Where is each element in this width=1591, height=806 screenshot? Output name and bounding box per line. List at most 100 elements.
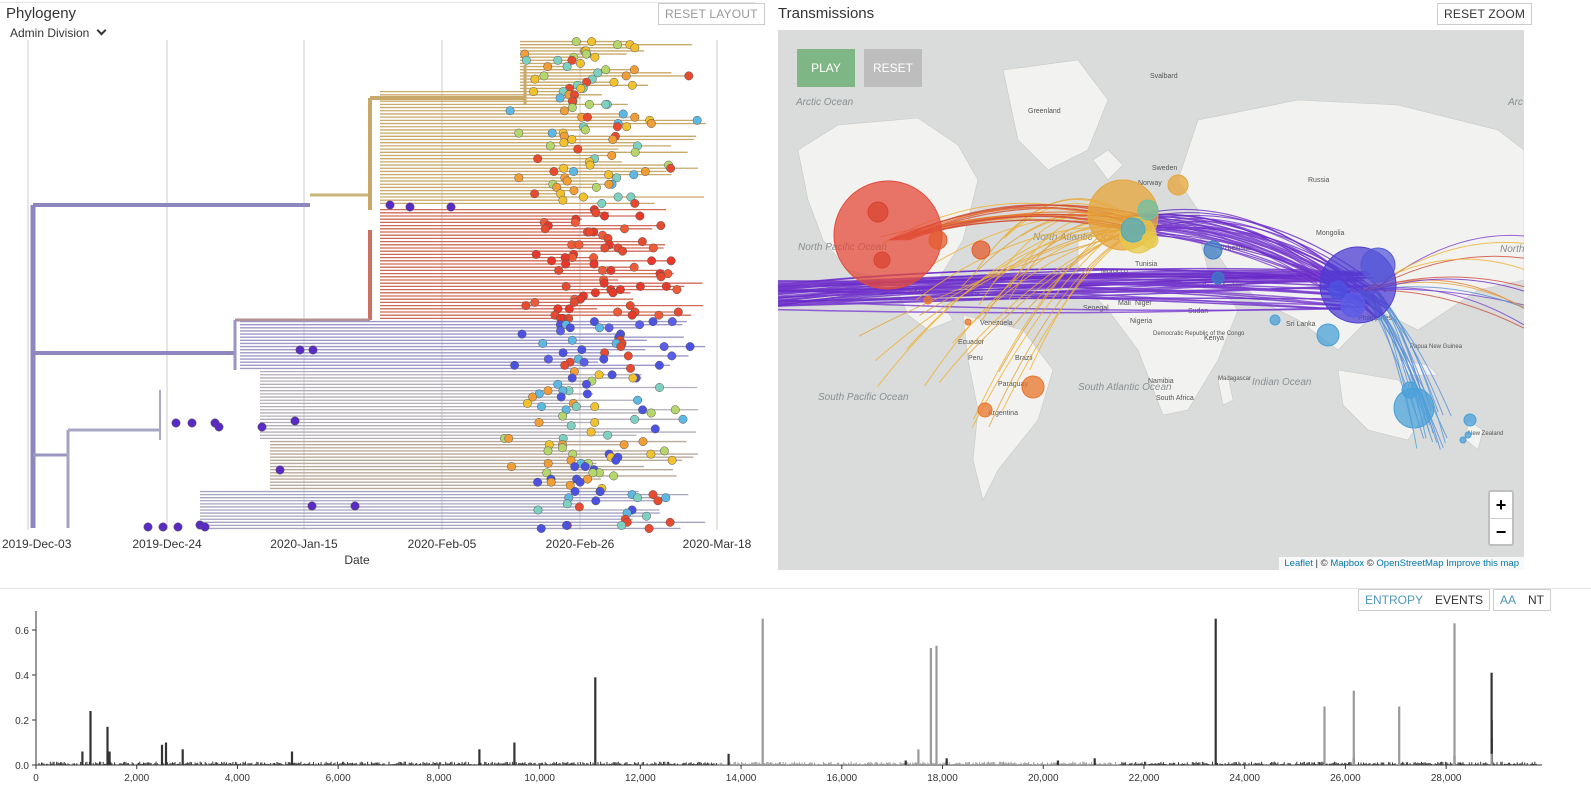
tree-tip[interactable] [612, 122, 622, 132]
tree-tip[interactable] [648, 490, 658, 500]
tree-tip[interactable] [583, 112, 592, 122]
tree-tip[interactable] [566, 421, 576, 431]
mapbox-link[interactable]: Mapbox [1330, 558, 1365, 569]
tree-tip[interactable] [653, 496, 663, 506]
tree-tip[interactable] [554, 265, 564, 275]
tree-tip[interactable] [633, 493, 643, 503]
tree-tip[interactable] [585, 227, 595, 237]
location-circle[interactable] [1167, 174, 1189, 196]
tree-tip[interactable] [574, 240, 584, 250]
tree-tip[interactable] [609, 77, 619, 87]
tree-tip[interactable] [257, 422, 267, 432]
tree-tip[interactable] [542, 468, 552, 478]
tree-tip[interactable] [561, 281, 571, 291]
tree-tip[interactable] [607, 370, 617, 380]
tree-tip[interactable] [666, 256, 676, 266]
osm-link[interactable]: OpenStreetMap [1376, 558, 1444, 569]
tree-tip[interactable] [552, 182, 562, 192]
tree-tip[interactable] [594, 370, 604, 380]
tree-tip[interactable] [158, 522, 168, 532]
tree-tip[interactable] [556, 392, 566, 402]
tree-tip[interactable] [522, 398, 532, 408]
tree-tip[interactable] [505, 106, 515, 116]
tree-tip[interactable] [637, 237, 647, 247]
tree-tip[interactable] [504, 433, 514, 443]
tree-tip[interactable] [646, 449, 656, 459]
tree-tip[interactable] [593, 68, 603, 78]
tree-tip[interactable] [620, 224, 629, 234]
tree-tip[interactable] [562, 520, 571, 530]
tree-tip[interactable] [543, 446, 553, 456]
tree-tip[interactable] [581, 49, 591, 59]
tree-tip[interactable] [143, 522, 153, 532]
tree-tip[interactable] [385, 200, 395, 210]
tree-tip[interactable] [623, 351, 633, 361]
location-circles[interactable] [833, 174, 1477, 444]
tree-tip[interactable] [595, 487, 605, 496]
entropy-bar[interactable] [761, 618, 764, 765]
tree-tip[interactable] [405, 202, 415, 212]
tree-tip[interactable] [534, 418, 544, 427]
tree-tip[interactable] [646, 408, 656, 418]
tree-tip[interactable] [585, 160, 595, 170]
tree-tip[interactable] [571, 402, 581, 412]
tree-tip[interactable] [547, 128, 557, 138]
entropy-bar[interactable] [1093, 758, 1096, 766]
tree-tip[interactable] [533, 505, 543, 515]
tree-tip[interactable] [577, 345, 587, 355]
tree-tips[interactable] [143, 37, 702, 533]
tree-tip[interactable] [529, 87, 538, 97]
location-circle[interactable] [873, 251, 891, 269]
location-circle[interactable] [1360, 247, 1396, 283]
tree-tip[interactable] [571, 37, 581, 47]
tree-tip[interactable] [533, 154, 543, 164]
entropy-bar[interactable] [1214, 618, 1217, 765]
tree-tip[interactable] [570, 462, 580, 472]
tree-tip[interactable] [531, 249, 541, 259]
leaflet-link[interactable]: Leaflet [1284, 558, 1313, 569]
location-circle[interactable] [1141, 231, 1159, 249]
tree-tip[interactable] [684, 71, 694, 81]
tree-tip[interactable] [573, 144, 583, 154]
tree-tip[interactable] [627, 310, 637, 320]
tree-tip[interactable] [562, 176, 572, 186]
tree-tip[interactable] [514, 173, 524, 183]
tree-tip[interactable] [521, 301, 531, 311]
reset-layout-button[interactable]: RESET LAYOUT [658, 3, 765, 25]
entropy-bar[interactable] [727, 753, 730, 766]
tree-tip[interactable] [648, 317, 658, 327]
location-circle[interactable] [1203, 240, 1223, 260]
tree-tip[interactable] [540, 224, 550, 234]
tree-tip[interactable] [200, 522, 210, 532]
tree-tip[interactable] [613, 192, 623, 202]
entropy-bar[interactable] [160, 744, 164, 766]
tree-tip[interactable] [446, 202, 456, 212]
tree-tip[interactable] [672, 285, 682, 295]
tree-tip[interactable] [567, 103, 577, 113]
location-circle[interactable] [1328, 280, 1348, 300]
map-reset-button[interactable]: RESET [864, 49, 922, 87]
color-by-dropdown[interactable]: Admin Division [10, 25, 107, 40]
tree-tip[interactable] [530, 189, 540, 199]
zoom-in-button[interactable]: + [1495, 495, 1507, 515]
tree-tip[interactable] [618, 109, 628, 119]
tree-tip[interactable] [685, 342, 695, 352]
tree-tip[interactable] [603, 430, 613, 440]
tree-tip[interactable] [530, 74, 540, 84]
tree-tip[interactable] [567, 373, 577, 383]
tree-tip[interactable] [611, 455, 621, 465]
tree-tip[interactable] [553, 379, 563, 389]
tree-tip[interactable] [307, 501, 317, 511]
tree-tip[interactable] [295, 345, 305, 355]
tree-tip[interactable] [613, 40, 622, 50]
location-circle[interactable] [1464, 431, 1472, 439]
tree-tip[interactable] [659, 342, 669, 352]
tree-tip[interactable] [608, 135, 618, 144]
tree-tip[interactable] [579, 357, 589, 367]
tree-tip[interactable] [528, 392, 538, 402]
tree-tip[interactable] [692, 115, 702, 125]
tree-tip[interactable] [350, 501, 360, 511]
location-circle[interactable] [1211, 271, 1225, 285]
tree-tip[interactable] [580, 125, 590, 135]
